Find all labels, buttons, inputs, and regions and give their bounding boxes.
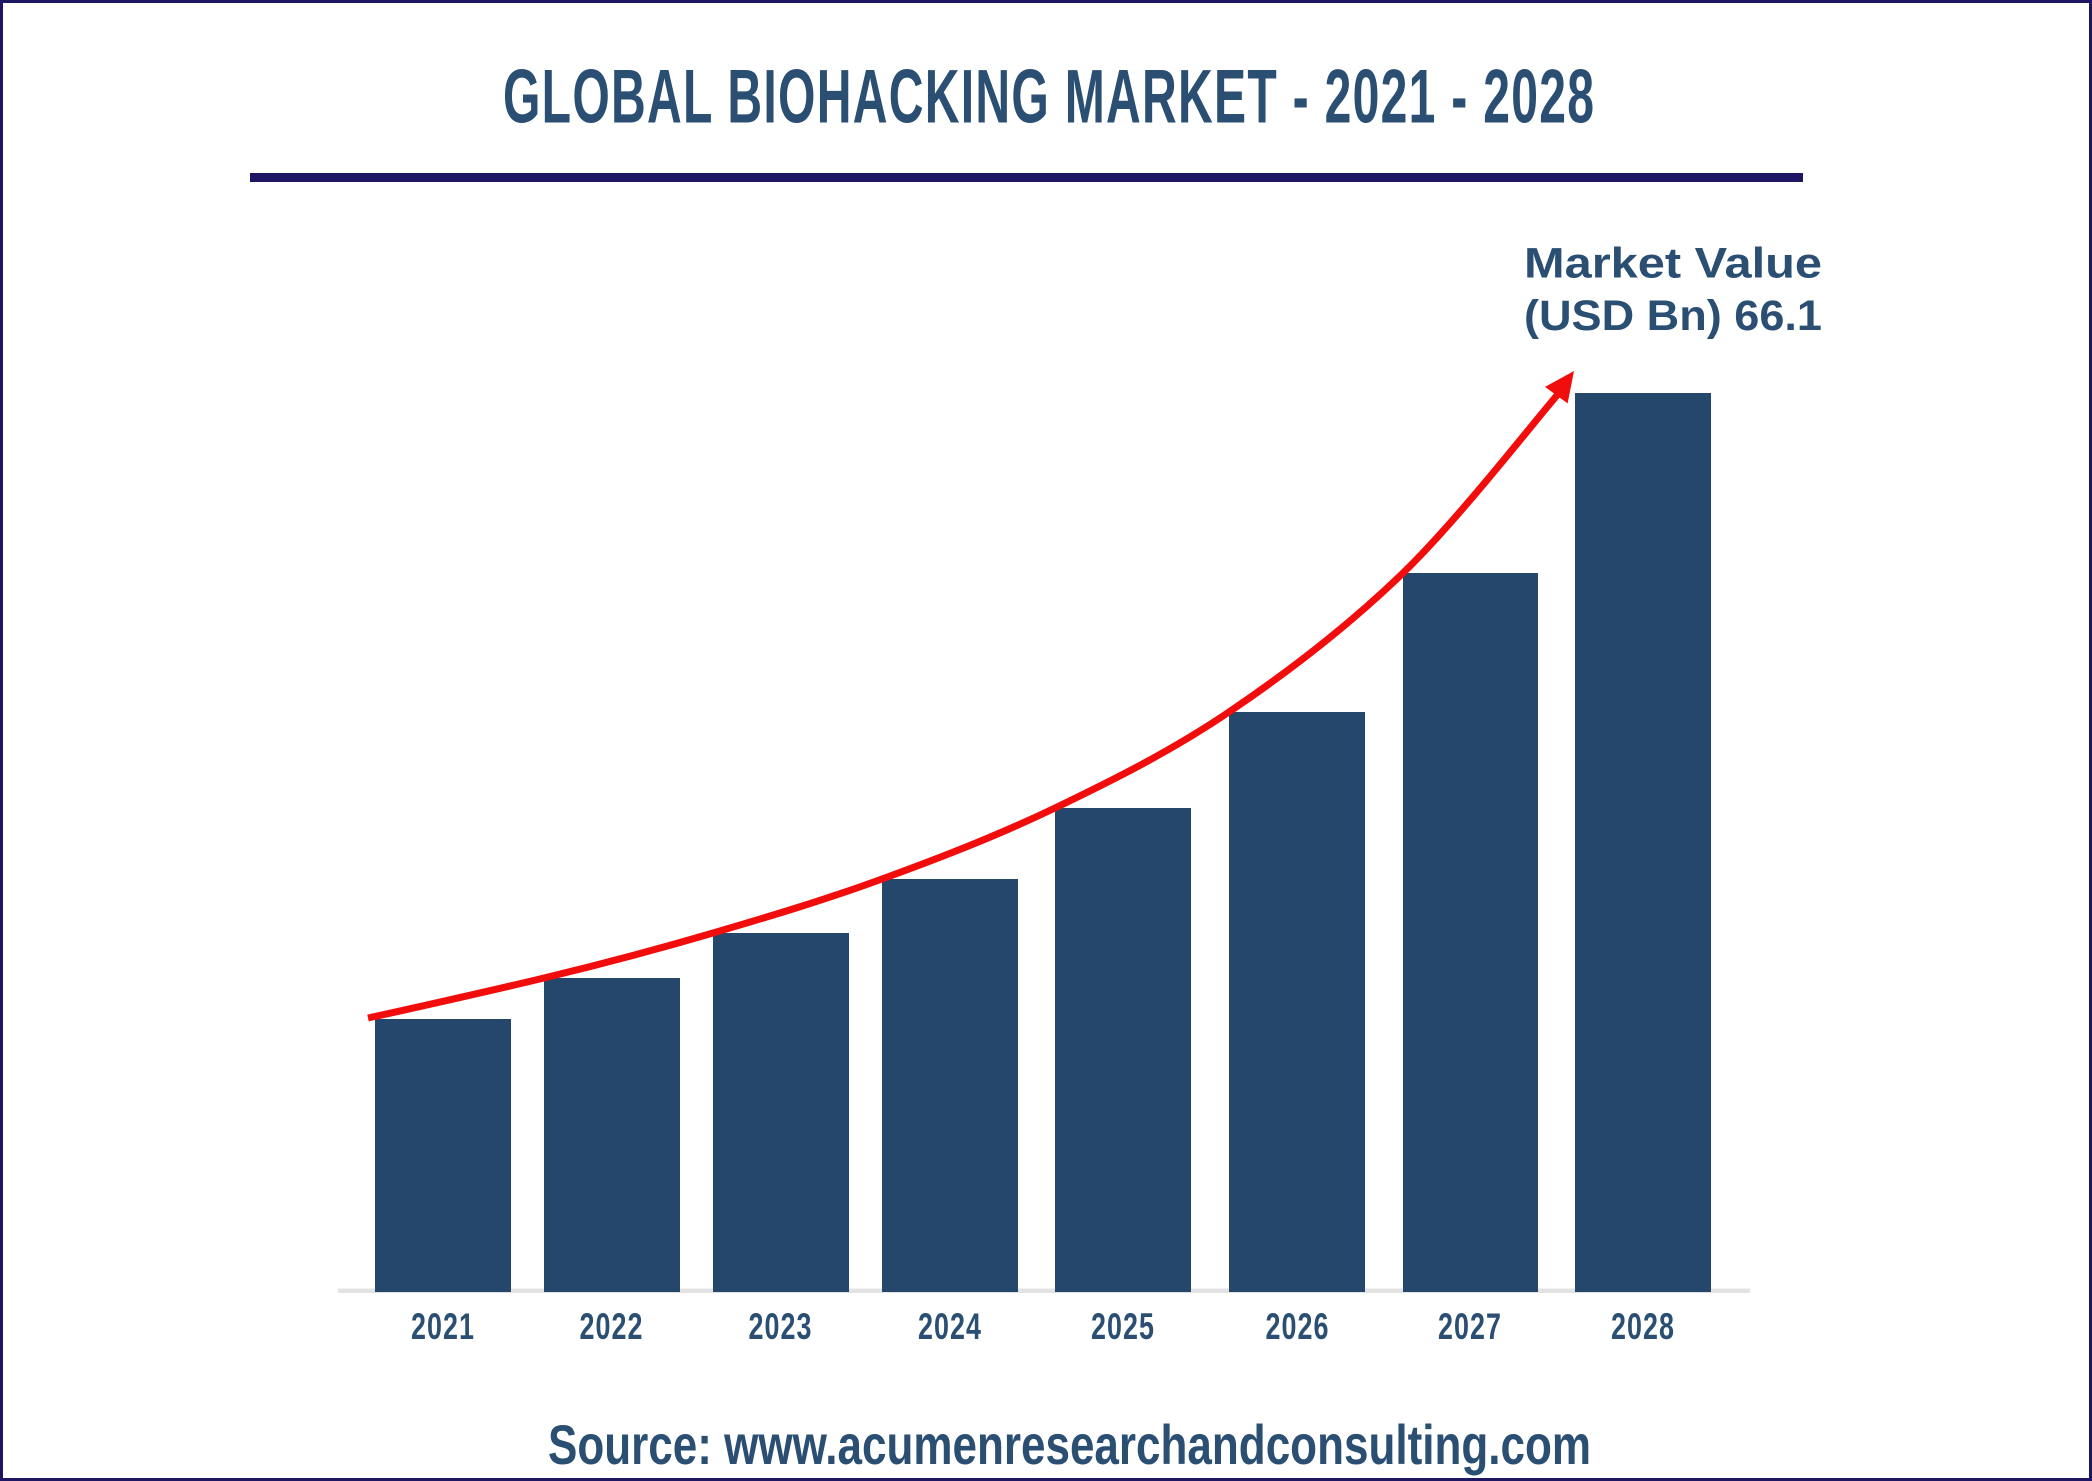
svg-text:2027: 2027 [1438,1306,1502,1347]
svg-text:2025: 2025 [1091,1306,1155,1347]
svg-text:Market Value: Market Value [1524,241,1822,288]
svg-text:(USD Bn) 66.1: (USD Bn) 66.1 [1524,293,1822,340]
svg-text:2022: 2022 [579,1306,643,1347]
svg-text:2024: 2024 [918,1306,982,1347]
svg-text:2021: 2021 [411,1306,475,1347]
svg-text:Source: www.acumenresearchandc: Source: www.acumenresearchandconsulting.… [548,1413,1591,1476]
svg-text:2023: 2023 [748,1306,812,1347]
svg-text:GLOBAL BIOHACKING MARKET - 202: GLOBAL BIOHACKING MARKET - 2021 - 2028 [503,54,1595,139]
svg-text:2026: 2026 [1265,1306,1329,1347]
svg-text:2028: 2028 [1611,1306,1675,1347]
